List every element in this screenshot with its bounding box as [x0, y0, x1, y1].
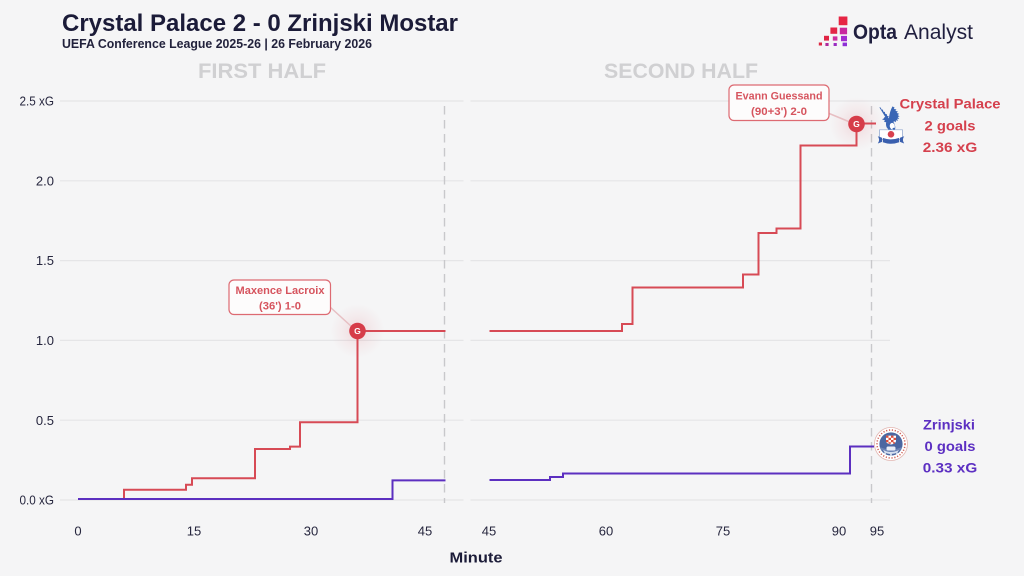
svg-text:2 goals: 2 goals [925, 119, 976, 134]
svg-text:45: 45 [482, 524, 496, 539]
svg-text:45: 45 [418, 524, 432, 539]
svg-text:0: 0 [74, 524, 81, 539]
svg-text:30: 30 [304, 524, 318, 539]
svg-text:0.5: 0.5 [36, 413, 54, 428]
svg-text:0.0 xG: 0.0 xG [20, 493, 55, 508]
svg-text:Opta: Opta [853, 21, 897, 44]
svg-text:G: G [853, 119, 860, 129]
svg-text:Crystal Palace: Crystal Palace [900, 96, 1002, 111]
svg-text:0.33 xG: 0.33 xG [923, 461, 978, 476]
svg-text:0 goals: 0 goals [925, 439, 976, 454]
svg-text:Crystal Palace 2 - 0 Zrinjski: Crystal Palace 2 - 0 Zrinjski Mostar [62, 10, 458, 37]
svg-text:90: 90 [832, 524, 846, 539]
svg-text:Analyst: Analyst [904, 21, 973, 44]
svg-text:2.0: 2.0 [36, 173, 54, 188]
svg-text:75: 75 [716, 524, 730, 539]
svg-text:15: 15 [187, 524, 201, 539]
svg-text:60: 60 [599, 524, 613, 539]
svg-text:SECOND HALF: SECOND HALF [604, 60, 758, 83]
svg-text:Evann Guessand: Evann Guessand [736, 91, 823, 103]
svg-text:2.36 xG: 2.36 xG [923, 140, 978, 155]
svg-text:1.5: 1.5 [36, 253, 54, 268]
svg-text:FIRST HALF: FIRST HALF [198, 60, 326, 83]
svg-text:95: 95 [870, 524, 884, 539]
svg-text:UEFA Conference League 2025-26: UEFA Conference League 2025-26 | 26 Febr… [62, 36, 372, 51]
svg-text:Zrinjski: Zrinjski [923, 418, 975, 433]
svg-text:2.5 xG: 2.5 xG [20, 94, 55, 109]
svg-text:(90+3') 2-0: (90+3') 2-0 [751, 106, 807, 118]
svg-text:Minute: Minute [450, 550, 503, 567]
svg-text:1.0: 1.0 [36, 333, 54, 348]
svg-text:Maxence Lacroix: Maxence Lacroix [236, 285, 326, 297]
svg-text:(36') 1-0: (36') 1-0 [259, 301, 301, 313]
svg-text:G: G [354, 326, 361, 336]
